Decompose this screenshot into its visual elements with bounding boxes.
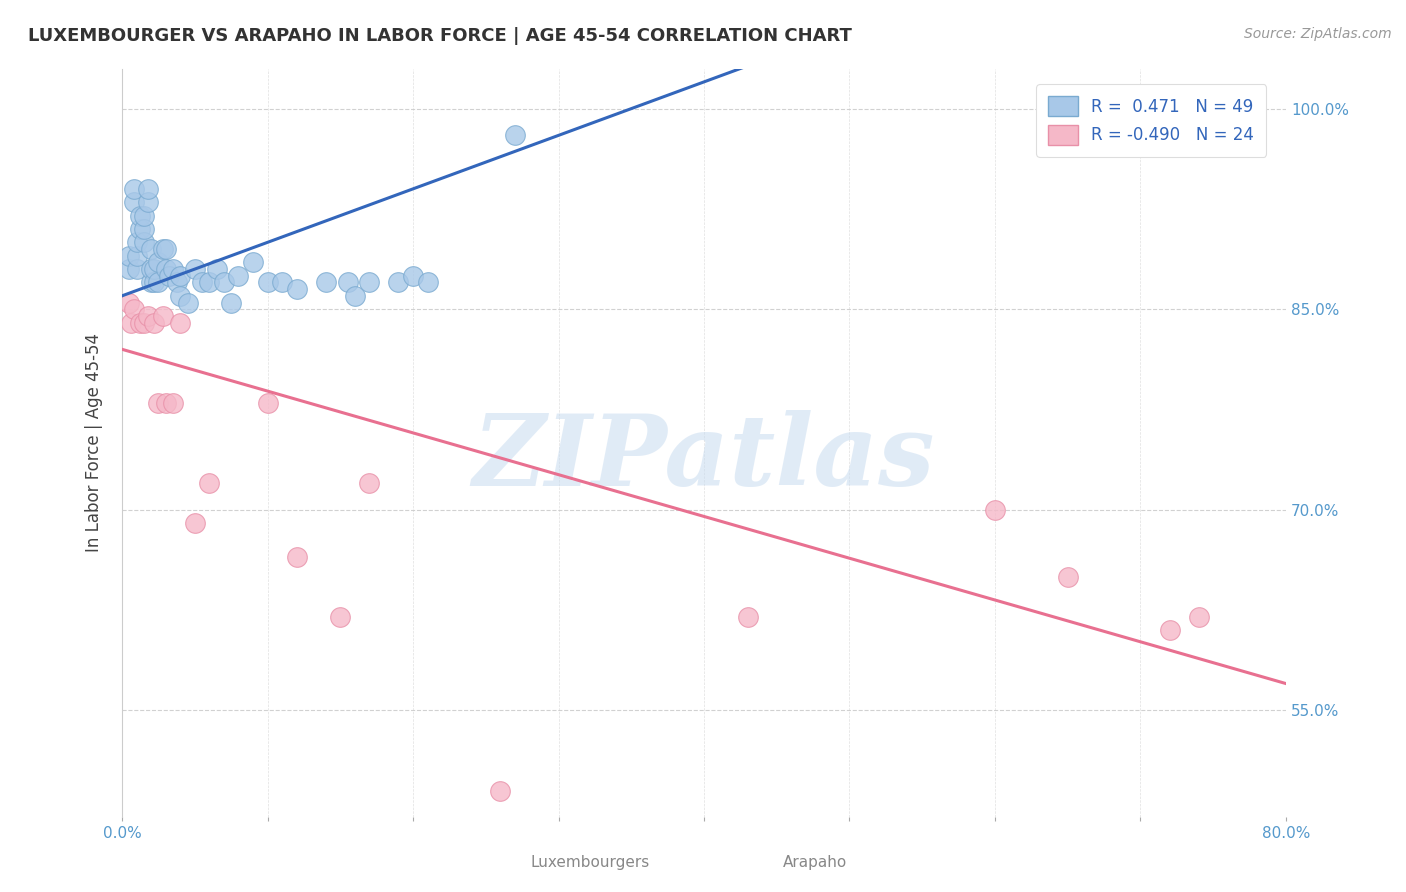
Point (329, 609, 352, 624)
Point (198, 276, 221, 290)
Point (118, 262, 141, 277)
Legend: R =  0.471   N = 49, R = -0.490   N = 24: R = 0.471 N = 49, R = -0.490 N = 24 (1036, 85, 1265, 157)
Point (219, 295, 242, 310)
Point (198, 476, 221, 491)
Point (176, 295, 198, 310)
Point (125, 262, 148, 277)
Point (285, 549, 308, 564)
Point (737, 609, 759, 624)
Point (191, 276, 214, 290)
Point (132, 316, 155, 330)
Point (205, 262, 228, 277)
Point (141, 276, 163, 290)
Point (212, 276, 235, 290)
Point (256, 276, 278, 290)
Text: LUXEMBOURGER VS ARAPAHO IN LABOR FORCE | AGE 45-54 CORRELATION CHART: LUXEMBOURGER VS ARAPAHO IN LABOR FORCE |… (28, 27, 852, 45)
Point (166, 276, 188, 290)
Point (141, 262, 163, 277)
Point (136, 195, 159, 210)
Point (336, 276, 359, 290)
Point (984, 502, 1007, 516)
Point (125, 249, 148, 263)
Point (122, 182, 145, 196)
Point (148, 276, 170, 290)
Point (1159, 623, 1181, 637)
Point (1056, 569, 1078, 583)
Point (285, 282, 308, 296)
Point (122, 302, 145, 317)
Text: Source: ZipAtlas.com: Source: ZipAtlas.com (1244, 27, 1392, 41)
Point (132, 222, 155, 236)
Point (343, 289, 366, 303)
Point (122, 195, 145, 210)
Point (387, 276, 409, 290)
Point (242, 255, 264, 269)
Point (128, 316, 150, 330)
Point (132, 235, 155, 250)
Point (184, 262, 207, 277)
Point (503, 128, 526, 143)
Point (132, 209, 155, 223)
Point (157, 268, 180, 283)
Y-axis label: In Labor Force | Age 45-54: In Labor Force | Age 45-54 (86, 334, 103, 552)
Point (489, 783, 512, 797)
Text: Arapaho: Arapaho (783, 855, 848, 870)
Point (148, 255, 170, 269)
Point (169, 289, 191, 303)
Point (143, 316, 166, 330)
Point (136, 182, 159, 196)
Point (271, 276, 294, 290)
Point (256, 396, 278, 410)
Point (125, 235, 148, 250)
Point (228, 268, 250, 283)
Point (416, 276, 439, 290)
Point (152, 242, 174, 256)
Point (162, 262, 184, 277)
Point (128, 209, 150, 223)
Point (118, 249, 141, 263)
Point (155, 242, 177, 256)
Point (143, 276, 166, 290)
Point (155, 396, 177, 410)
Point (359, 476, 381, 491)
Point (315, 276, 337, 290)
Point (169, 268, 191, 283)
Text: Luxembourgers: Luxembourgers (531, 855, 650, 870)
Point (120, 316, 142, 330)
Text: ZIPatlas: ZIPatlas (472, 409, 935, 506)
Point (118, 295, 141, 310)
Point (136, 309, 159, 323)
Point (402, 268, 425, 283)
Point (143, 262, 166, 277)
Point (162, 396, 184, 410)
Point (184, 516, 207, 530)
Point (359, 276, 381, 290)
Point (152, 309, 174, 323)
Point (169, 316, 191, 330)
Point (128, 222, 150, 236)
Point (155, 262, 177, 277)
Point (148, 396, 170, 410)
Point (1188, 609, 1211, 624)
Point (141, 242, 163, 256)
